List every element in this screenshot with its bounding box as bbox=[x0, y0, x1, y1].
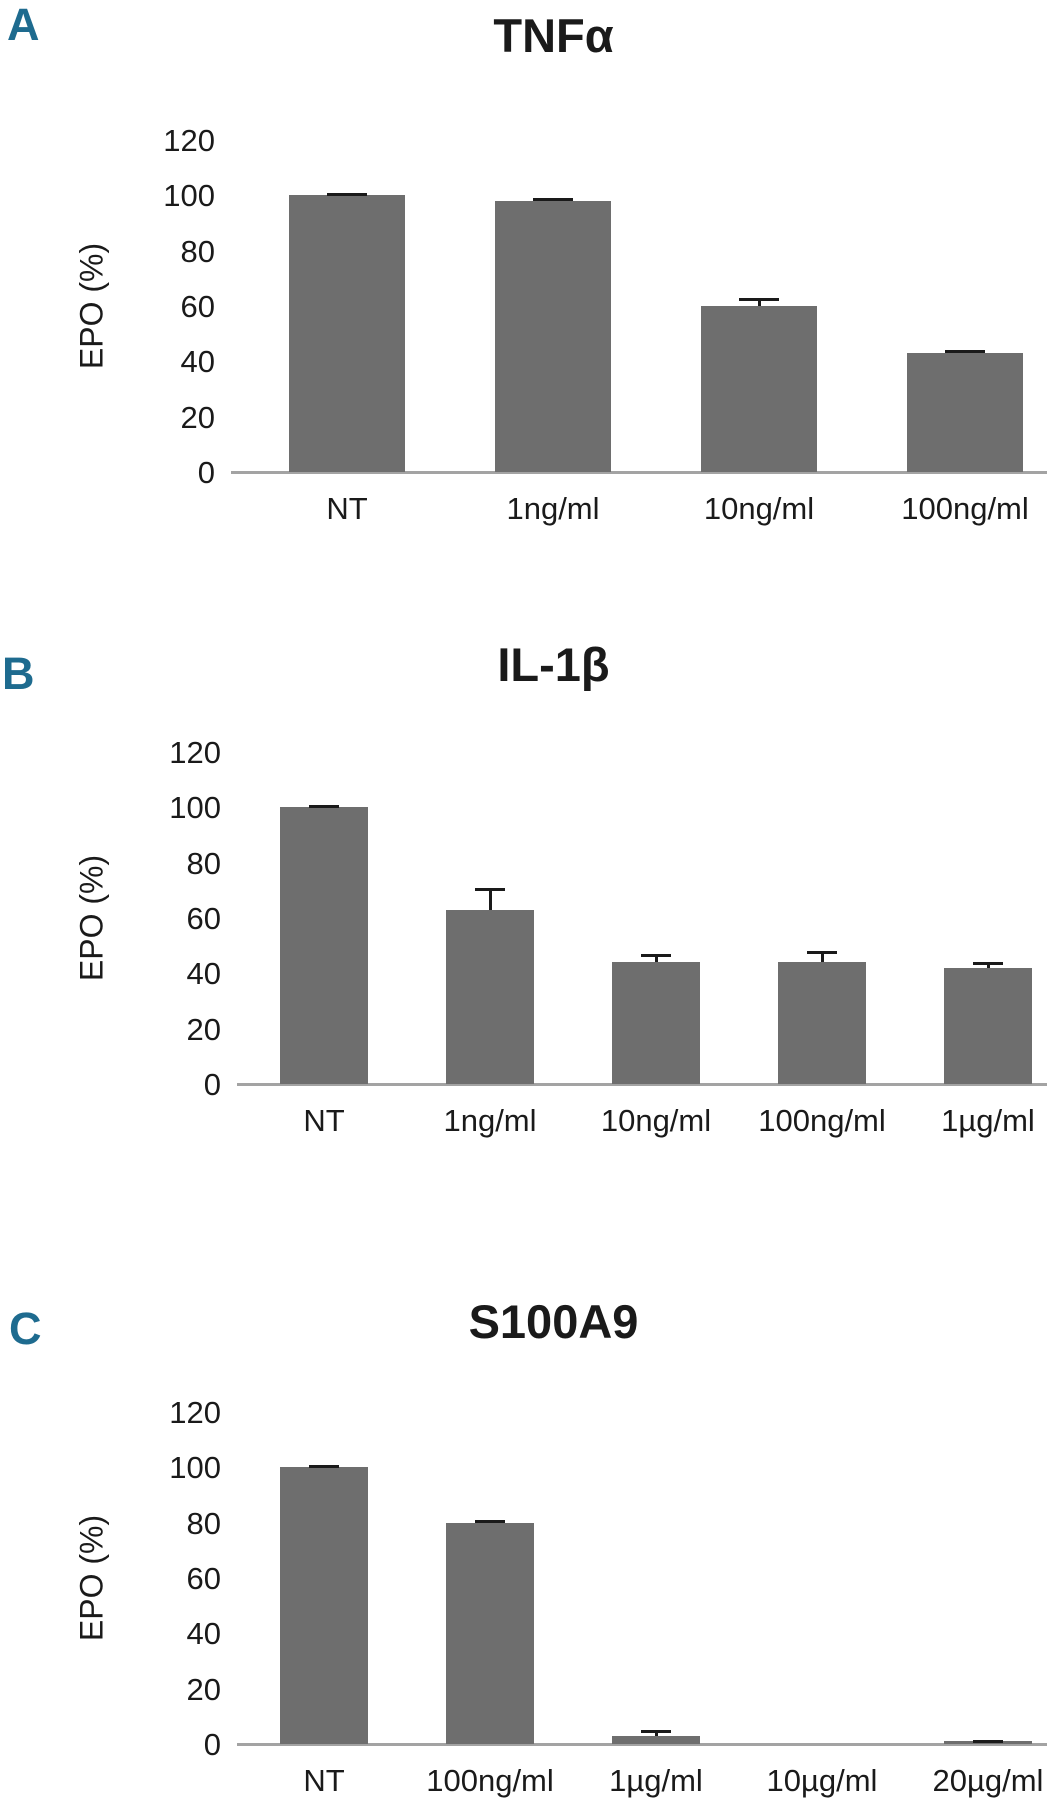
x-tick-label: 1ng/ml bbox=[506, 491, 600, 526]
bar-100ng-ml bbox=[778, 962, 866, 1084]
error-bar-cap bbox=[475, 1519, 505, 1523]
x-tick-label: 10ng/ml bbox=[703, 491, 815, 526]
y-tick-label: 0 bbox=[197, 455, 215, 490]
x-tick-label: 1µg/ml bbox=[941, 1103, 1035, 1138]
y-tick-label: 120 bbox=[169, 1395, 221, 1430]
x-axis-line bbox=[237, 1083, 1047, 1086]
error-bar-cap bbox=[309, 1464, 339, 1468]
bar-1ng-ml bbox=[495, 200, 611, 472]
y-tick-label: 0 bbox=[203, 1067, 221, 1102]
error-bar-cap bbox=[641, 1730, 671, 1734]
plot-area-a bbox=[231, 140, 1047, 474]
y-tick-label: 120 bbox=[163, 123, 215, 158]
error-bar bbox=[820, 951, 824, 963]
bar-nt bbox=[280, 1467, 368, 1744]
chart-title-il1b: IL-1β bbox=[497, 638, 610, 691]
x-tick-label: 100ng/ml bbox=[426, 1763, 554, 1798]
error-bar-cap bbox=[973, 1739, 1003, 1743]
y-tick-label: 60 bbox=[180, 289, 215, 324]
error-bar-cap bbox=[475, 887, 505, 891]
y-tick-label: 100 bbox=[163, 178, 215, 214]
y-tick-label: 80 bbox=[180, 233, 215, 269]
y-tick-label: 60 bbox=[186, 901, 221, 936]
bar-10ng-ml bbox=[612, 962, 700, 1084]
y-tick-label: 20 bbox=[180, 399, 215, 435]
y-tick-label: 60 bbox=[186, 1561, 221, 1596]
panel-c: C S100A9 EPO (%) 0 20 40 60 80 100 120 NT 100ng/… bbox=[0, 1273, 1047, 1800]
chart-title-tnfa: TNFα bbox=[493, 9, 614, 62]
x-tick-label: 100ng/ml bbox=[758, 1103, 886, 1138]
panel-b: B IL-1β EPO (%) 0 20 40 60 80 100 120 NT 1ng/ml 1… bbox=[0, 631, 1047, 1273]
x-tick-label: 20µg/ml bbox=[932, 1763, 1044, 1798]
y-tick-label: 80 bbox=[186, 845, 221, 881]
bar-nt bbox=[280, 807, 368, 1084]
y-axis-label: EPO (%) bbox=[73, 1514, 110, 1642]
error-bar-cap bbox=[327, 192, 367, 196]
chart-title-s100a9: S100A9 bbox=[468, 1295, 639, 1348]
error-bar-cap bbox=[945, 350, 985, 354]
x-axis-line bbox=[237, 1743, 1047, 1746]
y-tick-label: 20 bbox=[186, 1011, 221, 1047]
x-tick-label: NT bbox=[326, 491, 368, 526]
error-bar bbox=[757, 297, 761, 306]
bar-1ng-ml bbox=[446, 909, 534, 1084]
error-bar-cap bbox=[973, 962, 1003, 966]
y-tick-label: 40 bbox=[180, 344, 215, 380]
y-axis-label: EPO (%) bbox=[73, 854, 110, 982]
y-tick-label: 100 bbox=[169, 790, 221, 826]
error-bar-cap bbox=[641, 953, 671, 957]
x-tick-label: NT bbox=[303, 1763, 345, 1798]
error-bar-cap bbox=[739, 297, 779, 301]
panel-letter-c: C bbox=[9, 1303, 42, 1354]
x-tick-label: 1ng/ml bbox=[443, 1103, 537, 1138]
bar-1-g-ml bbox=[944, 967, 1032, 1084]
y-tick-label: 40 bbox=[186, 956, 221, 992]
plot-area-b bbox=[237, 752, 1047, 1086]
x-axis-line bbox=[231, 471, 1047, 474]
error-bar-cap bbox=[533, 198, 573, 202]
bar-100ng-ml bbox=[446, 1522, 534, 1744]
bar-100ng-ml bbox=[907, 353, 1023, 472]
bar-1-g-ml bbox=[612, 1735, 700, 1744]
x-tick-label: 100ng/ml bbox=[901, 491, 1029, 526]
bar-nt bbox=[289, 195, 405, 472]
x-tick-label: 10ng/ml bbox=[600, 1103, 712, 1138]
y-tick-label: 0 bbox=[203, 1727, 221, 1762]
error-bar bbox=[654, 953, 658, 963]
error-bar-cap bbox=[309, 804, 339, 808]
panel-letter-a: A bbox=[7, 0, 40, 50]
y-tick-label: 20 bbox=[186, 1671, 221, 1707]
x-tick-label: 10µg/ml bbox=[766, 1763, 878, 1798]
y-tick-label: 40 bbox=[186, 1616, 221, 1652]
error-bar-cap bbox=[807, 951, 837, 955]
error-bar bbox=[488, 887, 492, 910]
bar-10ng-ml bbox=[701, 306, 817, 472]
panel-a: A TNFα EPO (%) 0 20 40 60 80 100 120 NT 1ng/ml 10… bbox=[0, 0, 1047, 631]
y-tick-label: 100 bbox=[169, 1450, 221, 1486]
y-tick-label: 80 bbox=[186, 1505, 221, 1541]
y-tick-label: 120 bbox=[169, 735, 221, 770]
panel-letter-b: B bbox=[2, 648, 35, 699]
x-tick-label: 1µg/ml bbox=[609, 1763, 703, 1798]
x-tick-label: NT bbox=[303, 1103, 345, 1138]
plot-area-c bbox=[237, 1412, 1047, 1746]
